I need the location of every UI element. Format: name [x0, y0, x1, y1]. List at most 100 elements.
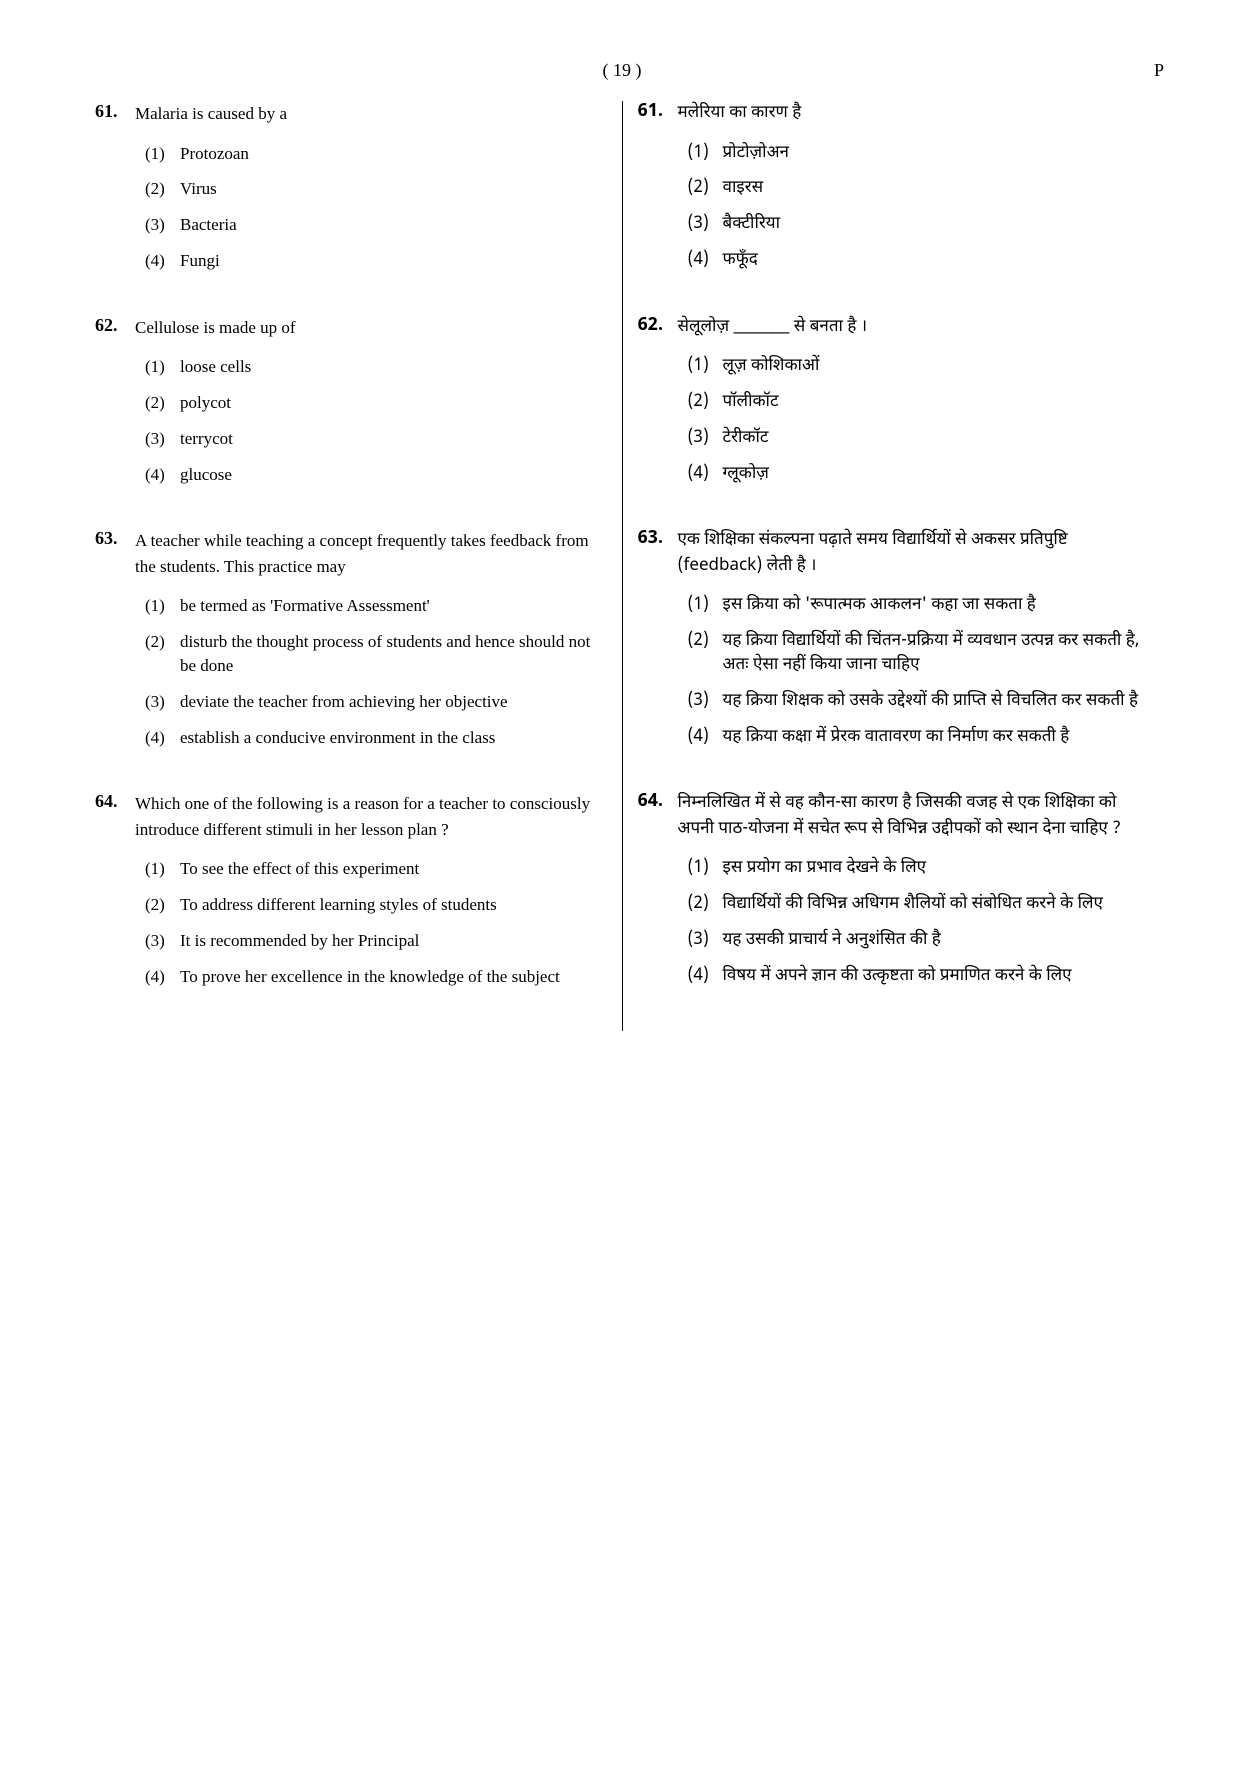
option: (2)polycot [145, 391, 607, 415]
options-list: (1)लूज़ कोशिकाओं (2)पॉलीकॉट (3)टेरीकॉट (… [688, 355, 1150, 486]
option: (2)Virus [145, 177, 607, 201]
option-text: प्रोटोज़ोअन [723, 142, 1150, 166]
option-number: (4) [145, 249, 180, 273]
option-text: disturb the thought process of students … [180, 630, 607, 678]
question-stem: मलेरिया का कारण है [678, 101, 1150, 127]
options-list: (1)To see the effect of this experiment … [145, 857, 607, 988]
question-body: एक शिक्षिका संकल्पना पढ़ाते समय विद्यार्… [678, 528, 1150, 761]
option-text: glucose [180, 463, 607, 487]
option-number: (3) [145, 929, 180, 953]
question-61-en: 61. Malaria is caused by a (1)Protozoan … [95, 101, 607, 285]
option: (4)विषय में अपने ज्ञान की उत्कृष्टता को … [688, 965, 1150, 989]
option-number: (4) [145, 463, 180, 487]
option: (2)पॉलीकॉट [688, 391, 1150, 415]
option-text: Protozoan [180, 142, 607, 166]
option: (4)glucose [145, 463, 607, 487]
option-number: (2) [145, 893, 180, 917]
question-body: निम्नलिखित में से वह कौन-सा कारण है जिसक… [678, 791, 1150, 1000]
option: (1)be termed as 'Formative Assessment' [145, 594, 607, 618]
option-text: deviate the teacher from achieving her o… [180, 690, 607, 714]
option-number: (1) [145, 594, 180, 618]
option: (3)यह उसकी प्राचार्य ने अनुशंसित की है [688, 929, 1150, 953]
option-text: विद्यार्थियों की विभिन्न अधिगम शैलियों क… [723, 893, 1150, 917]
question-body: A teacher while teaching a concept frequ… [135, 528, 607, 761]
option-text: terrycot [180, 427, 607, 451]
option: (4)यह क्रिया कक्षा में प्रेरक वातावरण का… [688, 726, 1150, 750]
question-stem: सेलूलोज़ ________ से बनता है । [678, 315, 1150, 341]
options-list: (1)इस प्रयोग का प्रभाव देखने के लिए (2)व… [688, 857, 1150, 988]
question-number: 63. [95, 528, 135, 549]
options-list: (1)Protozoan (2)Virus (3)Bacteria (4)Fun… [145, 142, 607, 273]
option: (3)deviate the teacher from achieving he… [145, 690, 607, 714]
option: (1)लूज़ कोशिकाओं [688, 355, 1150, 379]
options-list: (1)प्रोटोज़ोअन (2)वाइरस (3)बैक्टीरिया (4… [688, 142, 1150, 273]
option: (2)यह क्रिया विद्यार्थियों की चिंतन-प्रक… [688, 630, 1150, 678]
question-body: Which one of the following is a reason f… [135, 791, 607, 1000]
page-indicator: P [1154, 60, 1164, 81]
question-number: 61. [95, 101, 135, 122]
option-number: (2) [145, 177, 180, 201]
option-text: Fungi [180, 249, 607, 273]
option-number: (3) [145, 213, 180, 237]
english-column: 61. Malaria is caused by a (1)Protozoan … [80, 101, 623, 1031]
question-stem: Malaria is caused by a [135, 101, 607, 127]
option-text: यह क्रिया विद्यार्थियों की चिंतन-प्रक्रि… [723, 630, 1150, 678]
option-number: (2) [145, 391, 180, 415]
option-text: To see the effect of this experiment [180, 857, 607, 881]
option-text: टेरीकॉट [723, 427, 1150, 451]
option: (1)प्रोटोज़ोअन [688, 142, 1150, 166]
option-text: To prove her excellence in the knowledge… [180, 965, 607, 989]
option: (3)It is recommended by her Principal [145, 929, 607, 953]
question-number: 64. [95, 791, 135, 812]
question-61-hi: 61. मलेरिया का कारण है (1)प्रोटोज़ोअन (2… [638, 101, 1150, 285]
option: (2)वाइरस [688, 177, 1150, 201]
option: (3)Bacteria [145, 213, 607, 237]
question-stem: एक शिक्षिका संकल्पना पढ़ाते समय विद्यार्… [678, 528, 1150, 579]
option-number: (1) [688, 857, 723, 881]
question-body: सेलूलोज़ ________ से बनता है । (1)लूज़ क… [678, 315, 1150, 499]
option: (1)इस प्रयोग का प्रभाव देखने के लिए [688, 857, 1150, 881]
question-stem: A teacher while teaching a concept frequ… [135, 528, 607, 579]
option-text: Virus [180, 177, 607, 201]
option: (3)terrycot [145, 427, 607, 451]
option: (4)फफूँद [688, 249, 1150, 273]
option-number: (3) [688, 929, 723, 953]
option-number: (2) [688, 391, 723, 415]
hindi-column: 61. मलेरिया का कारण है (1)प्रोटोज़ोअन (2… [623, 101, 1165, 1031]
option: (2)disturb the thought process of studen… [145, 630, 607, 678]
option-number: (3) [688, 213, 723, 237]
option: (3)बैक्टीरिया [688, 213, 1150, 237]
option-number: (3) [145, 690, 180, 714]
option: (4)establish a conducive environment in … [145, 726, 607, 750]
option-number: (1) [145, 355, 180, 379]
option-number: (1) [688, 142, 723, 166]
option: (3)टेरीकॉट [688, 427, 1150, 451]
option-text: इस प्रयोग का प्रभाव देखने के लिए [723, 857, 1150, 881]
question-body: Malaria is caused by a (1)Protozoan (2)V… [135, 101, 607, 285]
question-62-hi: 62. सेलूलोज़ ________ से बनता है । (1)लू… [638, 315, 1150, 499]
question-number: 62. [95, 315, 135, 336]
option-text: establish a conducive environment in the… [180, 726, 607, 750]
option-number: (4) [688, 463, 723, 487]
question-number: 61. [638, 101, 678, 124]
option-number: (3) [688, 690, 723, 714]
options-list: (1)loose cells (2)polycot (3)terrycot (4… [145, 355, 607, 486]
questions-container: 61. Malaria is caused by a (1)Protozoan … [80, 101, 1164, 1031]
option-text: पॉलीकॉट [723, 391, 1150, 415]
option-number: (3) [688, 427, 723, 451]
option-text: Bacteria [180, 213, 607, 237]
option-number: (4) [688, 965, 723, 989]
option-text: यह क्रिया कक्षा में प्रेरक वातावरण का नि… [723, 726, 1150, 750]
option-text: ग्लूकोज़ [723, 463, 1150, 487]
question-number: 63. [638, 528, 678, 551]
option-text: लूज़ कोशिकाओं [723, 355, 1150, 379]
option: (1)इस क्रिया को 'रूपात्मक आकलन' कहा जा स… [688, 594, 1150, 618]
option-text: इस क्रिया को 'रूपात्मक आकलन' कहा जा सकता… [723, 594, 1150, 618]
option-number: (2) [145, 630, 180, 678]
option: (3)यह क्रिया शिक्षक को उसके उद्देश्यों क… [688, 690, 1150, 714]
question-64-hi: 64. निम्नलिखित में से वह कौन-सा कारण है … [638, 791, 1150, 1000]
option-number: (4) [145, 726, 180, 750]
option-text: फफूँद [723, 249, 1150, 273]
option: (1)Protozoan [145, 142, 607, 166]
option-text: विषय में अपने ज्ञान की उत्कृष्टता को प्र… [723, 965, 1150, 989]
